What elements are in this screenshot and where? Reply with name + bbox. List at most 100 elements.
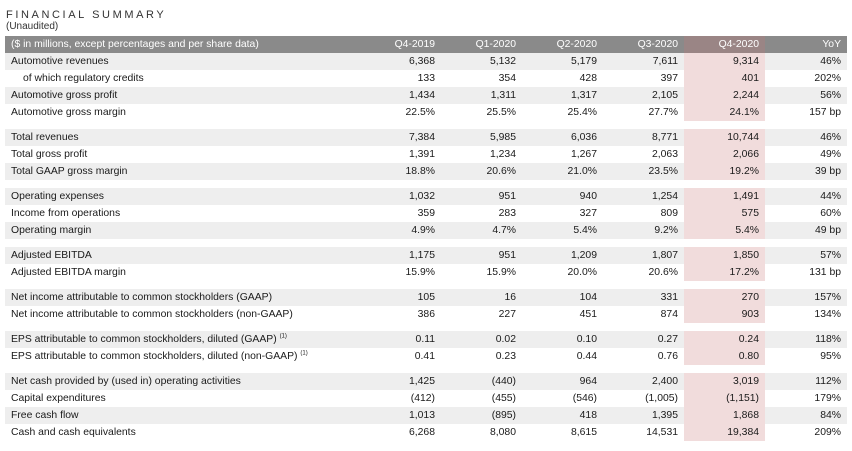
cell-q2-2020: 5,179 — [522, 53, 603, 70]
cell-q4-2019: 6,268 — [408, 427, 435, 438]
cell-q3-2020: 1,807 — [603, 247, 684, 264]
cell-q3-2020: 809 — [660, 208, 678, 219]
cell-q1-2020: 4.7% — [441, 222, 522, 239]
group-spacer — [5, 281, 847, 289]
cell-yoy: 202% — [814, 73, 841, 84]
row-label-text: EPS attributable to common stockholders,… — [11, 334, 277, 345]
cell-q2-2020: 418 — [522, 407, 603, 424]
row-label: Free cash flow — [5, 407, 360, 424]
cell-q1-2020: 5,132 — [441, 53, 522, 70]
cell-q1-2020: 283 — [498, 208, 516, 219]
spacer-cell — [5, 365, 847, 373]
header-q2-2020: Q2-2020 — [522, 36, 603, 53]
header-yoy: YoY — [765, 36, 847, 53]
cell-q2-2020: 6,036 — [522, 129, 603, 146]
row-label-text: Capital expenditures — [11, 393, 106, 404]
cell-q3-2020: 331 — [603, 289, 684, 306]
row-label: Total revenues — [5, 129, 360, 146]
cell-q4-2019: 7,384 — [360, 129, 441, 146]
header-q1-2020: Q1-2020 — [441, 36, 522, 53]
cell-yoy: 49% — [820, 149, 841, 160]
cell-q4-2019: 18.8% — [360, 163, 441, 180]
header-q4-2020: Q4-2020 — [684, 36, 765, 53]
row-label-text: Adjusted EBITDA margin — [11, 267, 126, 278]
table-row: Income from operations 359 283 327 809 575 60% — [5, 205, 847, 222]
cell-q3-2020: 27.7% — [648, 107, 678, 118]
table-row: Automotive gross profit 1,434 1,311 1,317 2,… — [5, 87, 847, 104]
cell-yoy: 131 bp — [809, 267, 841, 278]
cell-q2-2020: 940 — [522, 188, 603, 205]
cell-yoy: 95% — [820, 351, 841, 362]
cell-yoy: 49 bp — [765, 222, 847, 239]
cell-yoy: 84% — [765, 407, 847, 424]
cell-q3-2020: 874 — [660, 309, 678, 320]
row-label-text: Total gross profit — [11, 149, 88, 160]
cell-q2-2020: 1,317 — [522, 87, 603, 104]
table-row: Automotive revenues 6,368 5,132 5,179 7,611 9… — [5, 53, 847, 70]
cell-q4-2019: 386 — [417, 309, 435, 320]
cell-q4-2020: 9,314 — [684, 53, 765, 70]
cell-yoy: 112% — [765, 373, 847, 390]
cell-q2-2020: 964 — [522, 373, 603, 390]
row-label-text: Total GAAP gross margin — [11, 166, 128, 177]
header-description: ($ in millions, except percentages and p… — [5, 36, 360, 53]
row-label-text: Net income attributable to common stockh… — [11, 309, 293, 320]
cell-yoy: 118% — [765, 331, 847, 348]
cell-yoy: 179% — [814, 393, 841, 404]
row-label: Cash and cash equivalents — [5, 424, 360, 441]
page-title: FINANCIAL SUMMARY — [6, 9, 167, 21]
table-row: Free cash flow 1,013 (895) 418 1,395 1,868 84% — [5, 407, 847, 424]
cell-q4-2019: 1,032 — [360, 188, 441, 205]
cell-q2-2020: 451 — [579, 309, 597, 320]
cell-q2-2020: 25.4% — [567, 107, 597, 118]
footnote-marker: (1) — [300, 350, 308, 357]
cell-q1-2020: 1,234 — [489, 149, 516, 160]
row-label: Income from operations — [5, 205, 360, 222]
row-label: Automotive gross profit — [5, 87, 360, 104]
row-label: Net cash provided by (used in) operating… — [5, 373, 360, 390]
table-row: Operating margin 4.9% 4.7% 5.4% 9.2% 5.4% 49 b… — [5, 222, 847, 239]
cell-q4-2019: 1,425 — [360, 373, 441, 390]
row-label: Net income attributable to common stockh… — [5, 306, 360, 323]
table-body: Automotive revenues 6,368 5,132 5,179 7,611 9… — [5, 53, 847, 441]
table-row: Net income attributable to common stockh… — [5, 289, 847, 306]
row-label-text: of which regulatory credits — [23, 73, 144, 84]
cell-q1-2020: 16 — [441, 289, 522, 306]
row-label: Adjusted EBITDA margin — [5, 264, 360, 281]
group-spacer — [5, 180, 847, 188]
cell-q3-2020: 1,395 — [603, 407, 684, 424]
spacer-cell — [5, 239, 847, 247]
row-label: of which regulatory credits — [5, 70, 360, 87]
row-label: Adjusted EBITDA — [5, 247, 360, 264]
cell-q3-2020: 0.27 — [603, 331, 684, 348]
cell-q3-2020: 2,063 — [651, 149, 678, 160]
row-label-text: Adjusted EBITDA — [11, 250, 92, 261]
cell-q4-2020: 3,019 — [684, 373, 765, 390]
cell-q3-2020: (1,005) — [645, 393, 678, 404]
cell-q2-2020: 1,209 — [522, 247, 603, 264]
cell-q2-2020: 5.4% — [522, 222, 603, 239]
cell-q4-2019: 1,434 — [360, 87, 441, 104]
cell-q1-2020: (440) — [441, 373, 522, 390]
header-q4-2019: Q4-2019 — [360, 36, 441, 53]
row-label-text: Net income attributable to common stockh… — [11, 292, 273, 303]
cell-q1-2020: 5,985 — [441, 129, 522, 146]
cell-q3-2020: 20.6% — [648, 267, 678, 278]
cell-q3-2020: 2,105 — [603, 87, 684, 104]
table-row: Total revenues 7,384 5,985 6,036 8,771 10,744… — [5, 129, 847, 146]
cell-q1-2020: 15.9% — [486, 267, 516, 278]
cell-q4-2020: 1,868 — [684, 407, 765, 424]
cell-q2-2020: 428 — [579, 73, 597, 84]
cell-q3-2020: 0.76 — [657, 351, 678, 362]
cell-q1-2020: 1,311 — [441, 87, 522, 104]
row-label-text: Automotive revenues — [11, 56, 109, 67]
row-label-text: Income from operations — [11, 208, 121, 219]
table-row: EPS attributable to common stockholders,… — [5, 348, 847, 365]
cell-q4-2019: (412) — [410, 393, 435, 404]
page-subtitle: (Unaudited) — [6, 21, 59, 32]
cell-q4-2020: 0.24 — [684, 331, 765, 348]
cell-q4-2019: 0.11 — [360, 331, 441, 348]
row-label: Operating margin — [5, 222, 360, 239]
row-label-text: Total revenues — [11, 132, 79, 143]
